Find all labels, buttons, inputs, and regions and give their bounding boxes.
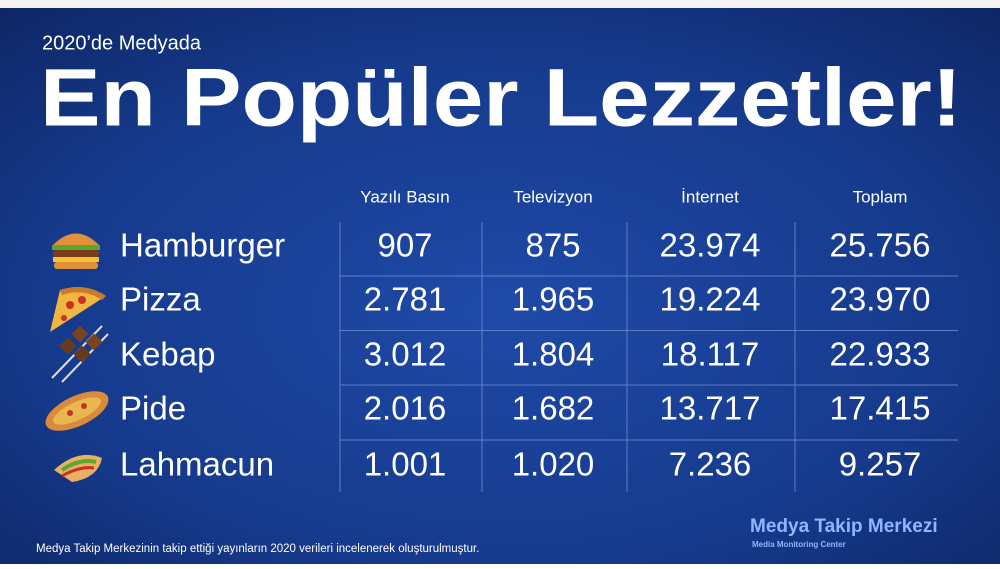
table-cell: 13.717 (660, 390, 761, 427)
table-cell: 22.933 (830, 336, 931, 373)
pizza-icon (50, 287, 106, 332)
table-cell: 3.012 (364, 336, 447, 373)
column-header: Toplam (853, 187, 908, 206)
title: En Popüler Lezzetler! (40, 53, 962, 144)
table-cell: 1.965 (512, 281, 595, 318)
table-cell: 7.236 (669, 446, 752, 483)
table-cell: 23.974 (660, 227, 761, 264)
table-cell: 17.415 (830, 390, 931, 427)
table-cell: 2.781 (364, 281, 447, 318)
table-cell: 25.756 (830, 227, 931, 264)
hamburger-icon (52, 233, 100, 269)
subtitle: 2020’de Medyada (42, 32, 202, 54)
table-cell: 2.016 (364, 390, 447, 427)
table-cell: 23.970 (830, 281, 931, 318)
column-header: İnternet (681, 187, 739, 206)
table-cell: 907 (377, 227, 432, 264)
column-header: Yazılı Basın (360, 187, 449, 206)
logo-tagline: Media Monitoring Center (752, 540, 846, 549)
logo-name: Medya Takip Merkezi (750, 516, 938, 537)
column-header: Televizyon (513, 187, 592, 206)
table-cell: 1.020 (512, 446, 595, 483)
row-label: Kebap (120, 336, 215, 373)
table-cell: 1.001 (364, 446, 447, 483)
pide-icon (45, 391, 109, 431)
table-cell: 9.257 (839, 446, 922, 483)
table-cell: 875 (525, 227, 580, 264)
top-strip (0, 0, 1000, 8)
row-label: Lahmacun (120, 446, 274, 483)
table-cell: 19.224 (660, 281, 761, 318)
row-label: Pide (120, 390, 186, 427)
lahmacun-icon (54, 454, 102, 482)
footer-note: Medya Takip Merkezinin takip ettiği yayı… (36, 543, 479, 555)
table-cell: 1.682 (512, 390, 595, 427)
row-label: Pizza (120, 281, 201, 318)
row-label: Hamburger (120, 227, 285, 264)
kebap-icon (51, 325, 109, 383)
table: Yazılı Basın Televizyon İnternet Toplam Hamb… (120, 187, 958, 492)
table-cell: 18.117 (661, 336, 759, 373)
table-cell: 1.804 (512, 336, 595, 373)
